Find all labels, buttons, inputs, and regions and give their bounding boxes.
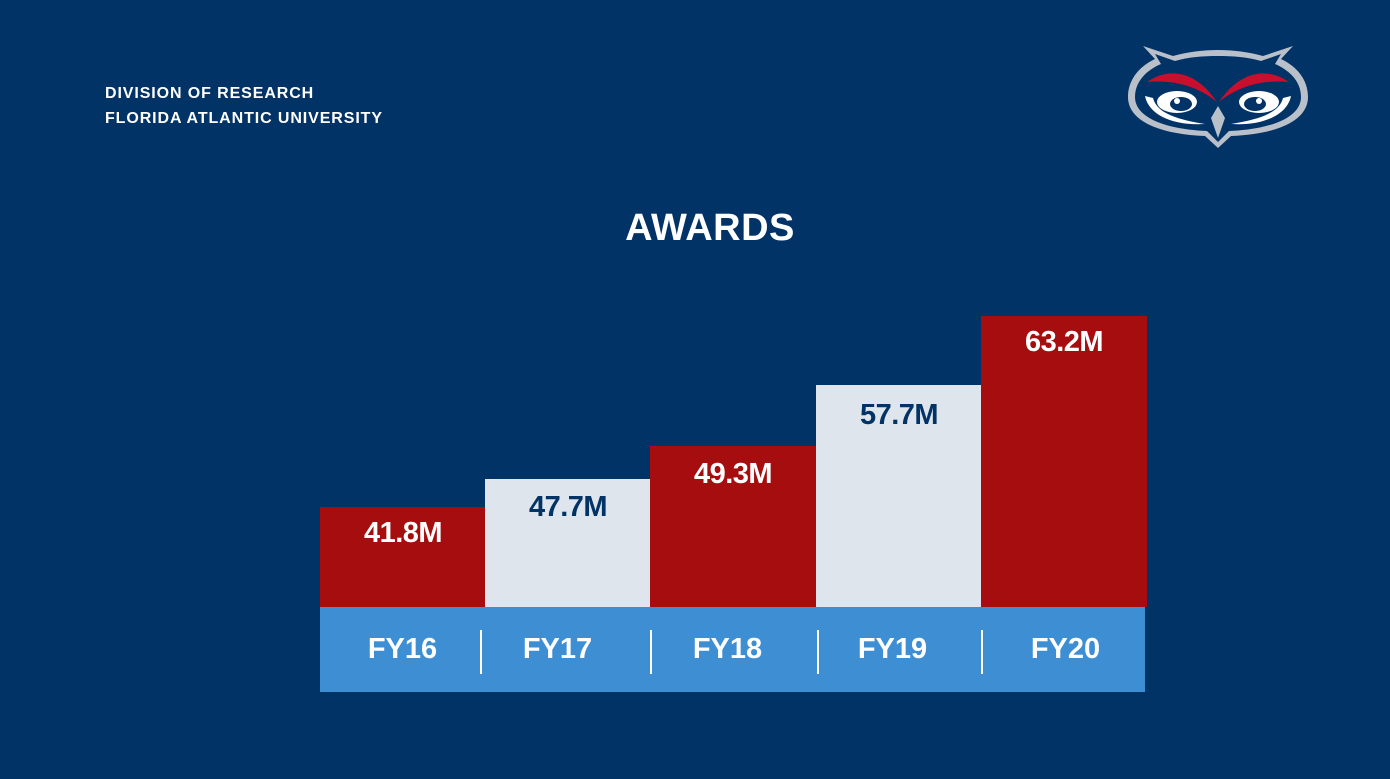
axis-divider (480, 630, 482, 674)
category-label: FY20 (1030, 633, 1101, 665)
bar-value-label: 47.7M (528, 491, 608, 523)
category-label: FY18 (692, 633, 763, 665)
chart-title: AWARDS (625, 207, 795, 249)
bar-fy20: 63.2M (981, 316, 1147, 607)
bar-fy17: 47.7M (485, 479, 651, 607)
bar-value-label: 57.7M (859, 399, 939, 431)
bar-fy19: 57.7M (816, 385, 982, 607)
axis-divider (981, 630, 983, 674)
category-label: FY16 (367, 633, 438, 665)
bar-value-label: 49.3M (693, 458, 773, 490)
header: DIVISION OF RESEARCH FLORIDA ATLANTIC UN… (105, 81, 383, 131)
category-axis: FY16 FY17 FY18 FY19 FY20 (320, 607, 1145, 692)
division-label: DIVISION OF RESEARCH (105, 85, 315, 102)
category-label: FY19 (857, 633, 928, 665)
bar-fy18: 49.3M (650, 446, 816, 607)
axis-divider (650, 630, 652, 674)
bar-value-label: 41.8M (363, 517, 443, 549)
university-label: FLORIDA ATLANTIC UNIVERSITY (105, 110, 383, 127)
category-label: FY17 (522, 633, 593, 665)
bar-fy16: 41.8M (320, 507, 486, 607)
axis-divider (817, 630, 819, 674)
owl-logo-icon (1125, 44, 1311, 150)
bar-value-label: 63.2M (1024, 326, 1104, 358)
